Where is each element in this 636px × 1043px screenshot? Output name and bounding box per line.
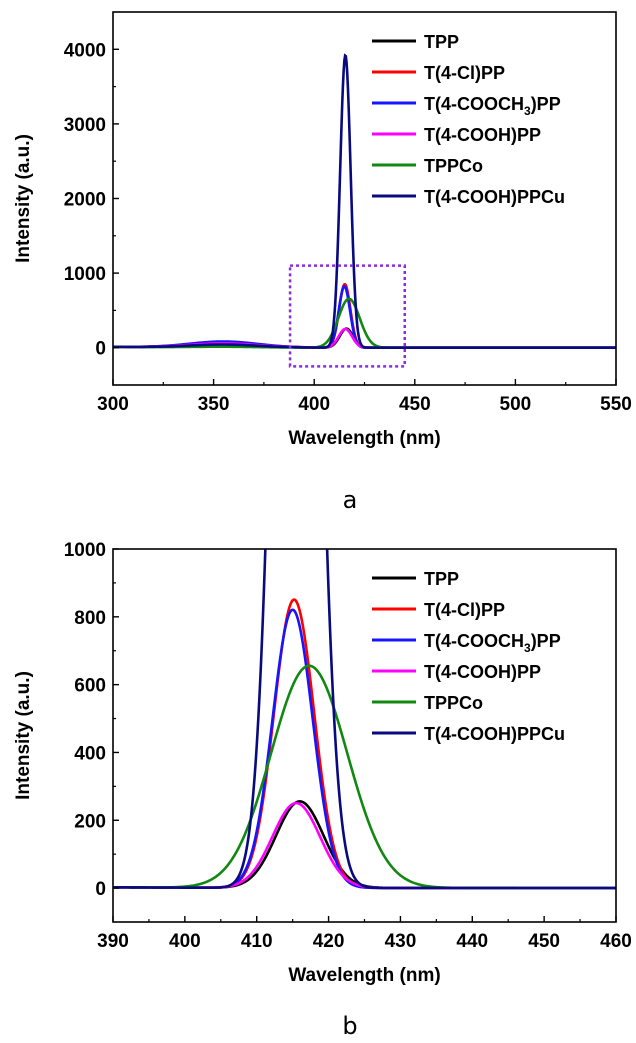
y-tick-label: 600 <box>74 676 106 697</box>
legend-label: T(4-COOH)PPCu <box>424 724 565 744</box>
panel-b: 390 400 410 420 430 440 450 460 0 200 400 600 800 100… <box>13 540 632 1040</box>
series-group <box>113 549 616 890</box>
series-line-4 <box>113 297 616 349</box>
legend-label: TPP <box>424 569 459 589</box>
panel-a: 300 350 400 450 500 550 0 1000 2000 3000 4000 Wavel… <box>13 11 632 514</box>
x-axis-label: Wavelength (nm) <box>288 428 440 449</box>
y-tick-label: 800 <box>74 608 106 629</box>
x-tick-label: 430 <box>385 931 417 952</box>
x-tick-label: 450 <box>399 394 431 415</box>
series-line-4 <box>113 664 616 890</box>
x-axis-label: Wavelength (nm) <box>288 965 440 986</box>
x-tick-label: 390 <box>97 931 129 952</box>
y-tick-label: 1000 <box>64 540 106 561</box>
series-line-1 <box>113 282 616 349</box>
legend-label: T(4-Cl)PP <box>424 600 505 620</box>
legend-label: T(4-Cl)PP <box>424 63 505 83</box>
y-tick-label: 200 <box>74 811 106 832</box>
legend-label: T(4-COOH)PP <box>424 662 541 682</box>
series-line-3 <box>113 801 616 890</box>
x-tick-label: 550 <box>600 394 632 415</box>
x-tick-label: 420 <box>313 931 345 952</box>
panel-letter: a <box>343 486 358 514</box>
x-tick-label: 300 <box>97 394 129 415</box>
series-group <box>113 53 616 349</box>
legend: TPP T(4-Cl)PP T(4-COOCH3)PP T(4-COOH)PP TPPC… <box>372 569 565 744</box>
x-tick-label: 400 <box>298 394 330 415</box>
x-tick-label: 500 <box>500 394 532 415</box>
legend: TPP T(4-Cl)PP T(4-COOCH3)PP T(4-COOH)PP TPPC… <box>372 32 565 207</box>
y-tick-label: 3000 <box>64 115 106 136</box>
y-tick-label: 4000 <box>64 40 106 61</box>
legend-label: T(4-COOCH3)PP <box>424 94 561 118</box>
x-tick-label: 410 <box>241 931 273 952</box>
x-tick-label: 440 <box>456 931 488 952</box>
legend-label: T(4-COOCH3)PP <box>424 631 561 655</box>
x-tick-label: 450 <box>528 931 560 952</box>
y-tick-label: 0 <box>95 339 106 360</box>
y-tick-label: 1000 <box>64 264 106 285</box>
legend-label: TPP <box>424 32 459 52</box>
panel-letter: b <box>342 1012 357 1040</box>
x-tick-label: 460 <box>600 931 632 952</box>
y-axis-label: Intensity (a.u.) <box>13 671 34 800</box>
y-tick-label: 400 <box>74 743 106 764</box>
series-line-5 <box>113 549 616 890</box>
zoom-box <box>288 264 406 368</box>
y-tick-label: 0 <box>95 879 106 900</box>
x-tick-label: 350 <box>198 394 230 415</box>
series-line-5 <box>113 53 616 349</box>
legend-label: TPPCo <box>424 156 483 176</box>
series-line-2 <box>113 284 616 349</box>
y-axis-label: Intensity (a.u.) <box>13 134 34 263</box>
y-tick-label: 2000 <box>64 190 106 211</box>
legend-label: T(4-COOH)PPCu <box>424 187 565 207</box>
series-line-2 <box>113 608 616 890</box>
x-tick-label: 400 <box>169 931 201 952</box>
legend-label: TPPCo <box>424 693 483 713</box>
legend-label: T(4-COOH)PP <box>424 125 541 145</box>
